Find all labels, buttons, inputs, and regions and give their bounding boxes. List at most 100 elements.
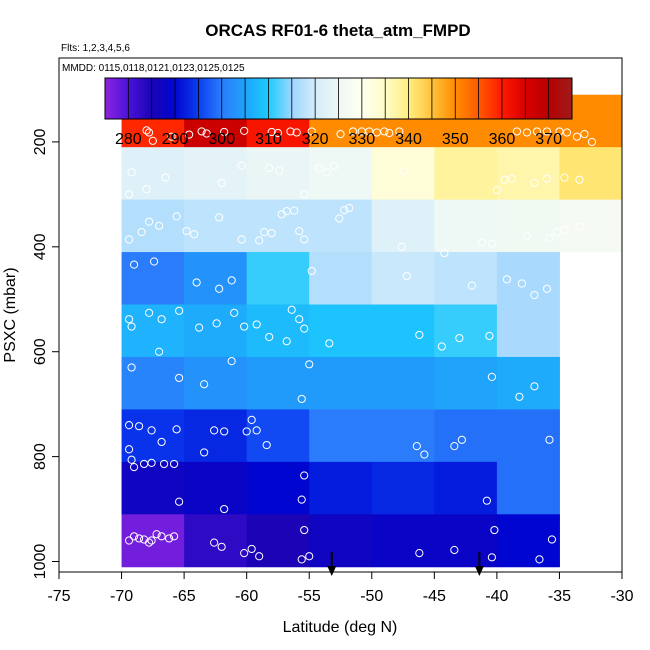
heatmap-cell [246, 252, 310, 306]
heatmap-cell [246, 147, 310, 201]
heatmap-cell [496, 304, 560, 358]
data-point [552, 228, 562, 237]
data-point [336, 129, 345, 139]
data-point [502, 275, 511, 284]
data-point [547, 535, 557, 544]
data-point [512, 127, 522, 136]
heatmap-cell [121, 461, 185, 515]
data-point [124, 190, 134, 199]
heatmap-cell [309, 252, 373, 306]
data-point [450, 545, 459, 555]
data-point [144, 538, 154, 547]
data-point [200, 380, 209, 389]
heatmap-cell [246, 304, 310, 358]
data-point [295, 226, 304, 236]
heatmap-cell [309, 356, 373, 410]
data-point [247, 415, 256, 424]
data-point [247, 544, 256, 554]
colorbar-tick-label: 330 [348, 131, 375, 148]
heatmap-cell [496, 147, 560, 201]
data-point [217, 542, 226, 551]
data-point [124, 536, 134, 545]
colorbar-ticks: 280 290 300 310 320 330 340 350 360 370 [115, 131, 562, 148]
data-point [286, 127, 295, 136]
heatmap-cell [434, 409, 498, 463]
colorbar-tick-label: 370 [535, 131, 562, 148]
data-point [397, 242, 406, 251]
data-point [348, 127, 358, 136]
data-point [395, 127, 404, 136]
heatmap-cell [309, 409, 373, 463]
heatmap-cell [496, 356, 560, 410]
data-point [157, 532, 166, 541]
data-point [455, 333, 464, 343]
data-point [457, 435, 466, 444]
data-point [292, 128, 301, 137]
data-point [542, 284, 552, 293]
data-point [307, 127, 316, 136]
data-point [467, 281, 476, 290]
data-point [267, 229, 276, 238]
data-point [217, 178, 226, 187]
heatmap-cell [121, 514, 185, 568]
data-point [487, 553, 496, 562]
colorbar [104, 77, 573, 120]
data-point [490, 525, 499, 535]
colorbar-tick-label: 310 [255, 131, 282, 148]
heatmap-cell [496, 199, 560, 253]
data-point [450, 442, 459, 451]
data-point [273, 128, 283, 138]
x-tick-label: -65 [173, 588, 196, 605]
data-point [127, 168, 136, 177]
data-point [287, 305, 296, 314]
data-point [220, 504, 229, 514]
data-point [265, 164, 274, 173]
heatmap-cell [434, 514, 498, 568]
data-point [182, 226, 191, 236]
y-tick-label: 800 [32, 443, 49, 470]
data-point [237, 161, 246, 170]
data-point [440, 249, 449, 258]
data-point [252, 426, 261, 435]
data-point [127, 322, 136, 331]
data-point [507, 174, 517, 183]
data-point [195, 323, 204, 332]
heatmap-cell [309, 461, 373, 515]
heatmap-cell [121, 199, 185, 253]
data-point [575, 175, 584, 184]
data-point [297, 555, 306, 564]
heatmap-cell [184, 356, 248, 410]
data-point [129, 532, 139, 541]
heatmap-cell [371, 252, 435, 306]
x-axis-label: Latitude (deg N) [283, 619, 398, 636]
data-point [144, 217, 154, 226]
data-point [170, 532, 179, 541]
data-point [485, 331, 494, 341]
heatmap-cell [309, 304, 373, 358]
heatmap-cell [434, 252, 498, 306]
data-point [580, 129, 589, 139]
data-point [437, 342, 446, 351]
data-point [572, 132, 582, 141]
heatmap-cell [371, 147, 435, 201]
data-point [330, 161, 339, 171]
heatmap-cell [496, 252, 560, 306]
x-tick-label: -50 [360, 588, 383, 605]
data-point [220, 427, 229, 436]
data-point [325, 339, 334, 348]
y-tick-label: 200 [32, 128, 49, 155]
data-point [212, 319, 221, 328]
heatmap-cell [121, 147, 185, 201]
data-point [170, 459, 179, 469]
x-tick-label: -45 [423, 588, 446, 605]
x-tick-label: -30 [610, 588, 633, 605]
heatmap-cell [309, 514, 373, 568]
chart-subtitle-flights: Flts: 1,2,3,4,5,6 [61, 43, 130, 54]
heatmap-cell [184, 147, 248, 201]
data-point [129, 463, 139, 472]
data-point [400, 167, 409, 176]
data-point [124, 421, 134, 430]
data-point [227, 276, 236, 285]
data-point [147, 458, 156, 468]
heatmap-cell [309, 199, 373, 253]
